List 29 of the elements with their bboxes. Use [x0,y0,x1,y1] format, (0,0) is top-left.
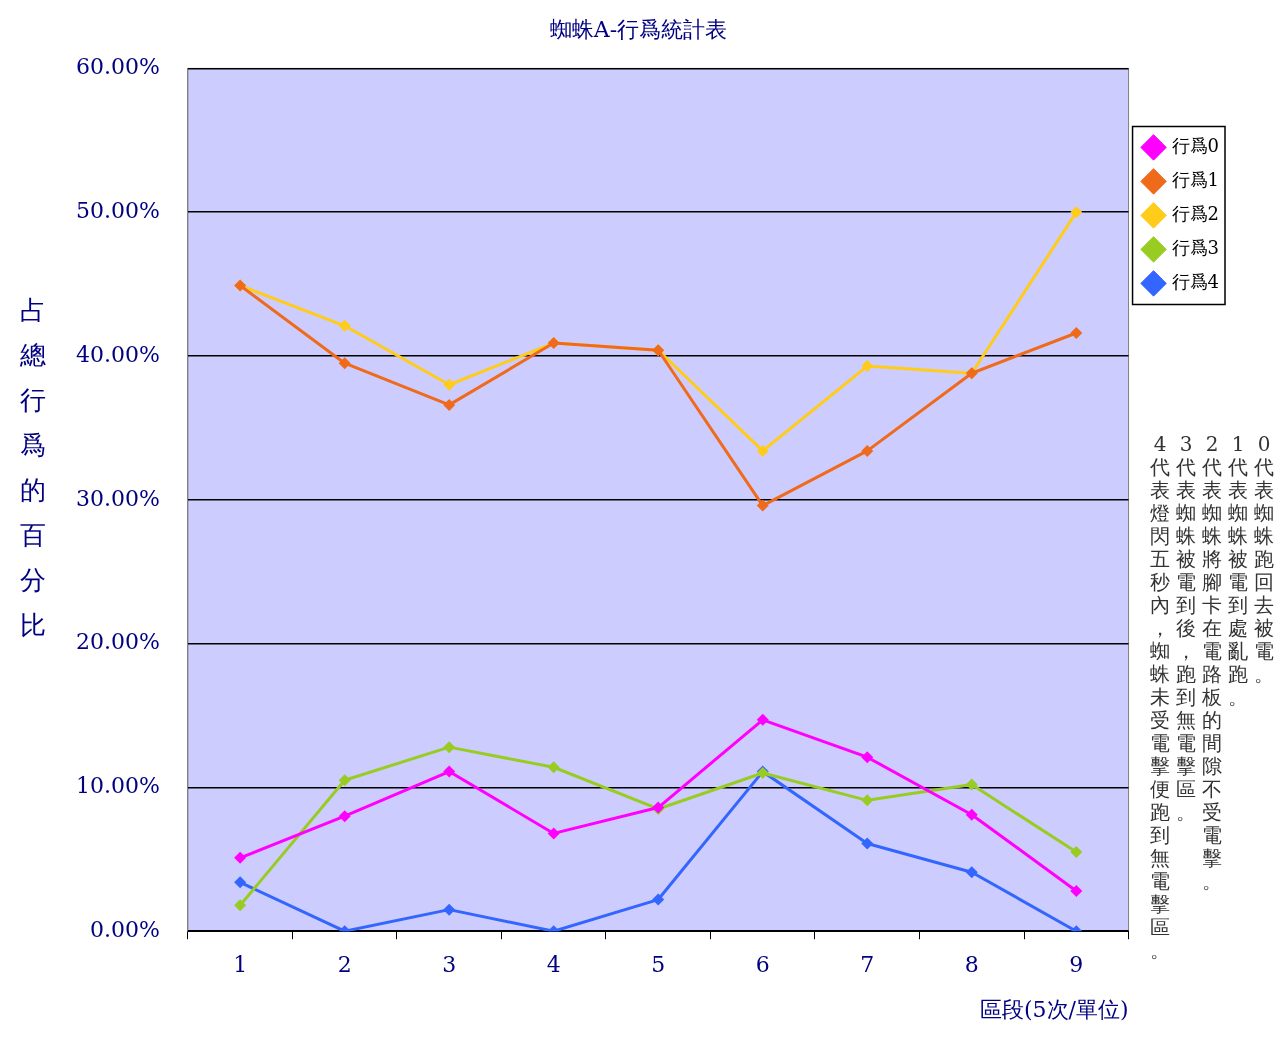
y-tick-label: 10.00% [76,773,160,799]
x-tick-label: 2 [337,952,352,978]
legend-label: 行爲0 [1171,135,1219,157]
legend-label: 行爲3 [1171,237,1219,259]
legend-label: 行爲1 [1171,169,1219,191]
text: 1代表蜘蛛被電到處亂跑。 [1228,432,1248,709]
text: 2代表蜘蛛將腳卡在電路板的間隙不受電擊。 [1202,432,1222,893]
x-tick-label: 1 [233,952,248,978]
y-tick-label: 20.00% [76,629,160,655]
y-tick-label: 50.00% [76,197,160,223]
text: 4代表燈閃五秒內，蜘蛛未受電擊便跑到無電擊區。 [1150,432,1170,962]
text: 0代表蜘蛛跑回去被電。 [1254,432,1274,686]
y-tick-label: 30.00% [76,485,160,511]
x-tick-label: 4 [546,952,561,978]
x-tick-label: 8 [964,952,979,978]
y-tick-label: 0.00% [90,916,160,942]
x-tick-label: 5 [651,952,666,978]
chart-title: 蜘蛛A-行爲統計表 [549,16,728,42]
y-tick-label: 40.00% [76,341,160,367]
text: 3代表蜘蛛被電到後，跑到無電擊區。 [1176,432,1196,824]
x-tick-label: 7 [860,952,875,978]
legend-label: 行爲2 [1171,203,1219,225]
x-tick-label: 6 [755,952,770,978]
x-tick-label: 9 [1069,952,1084,978]
legend-label: 行爲4 [1171,271,1219,293]
y-axis-title: 占總行爲的百分比 [19,294,47,642]
y-tick-label: 60.00% [76,54,160,80]
x-axis-title: 區段(5次/單位) [979,996,1129,1022]
x-tick-label: 3 [442,952,457,978]
